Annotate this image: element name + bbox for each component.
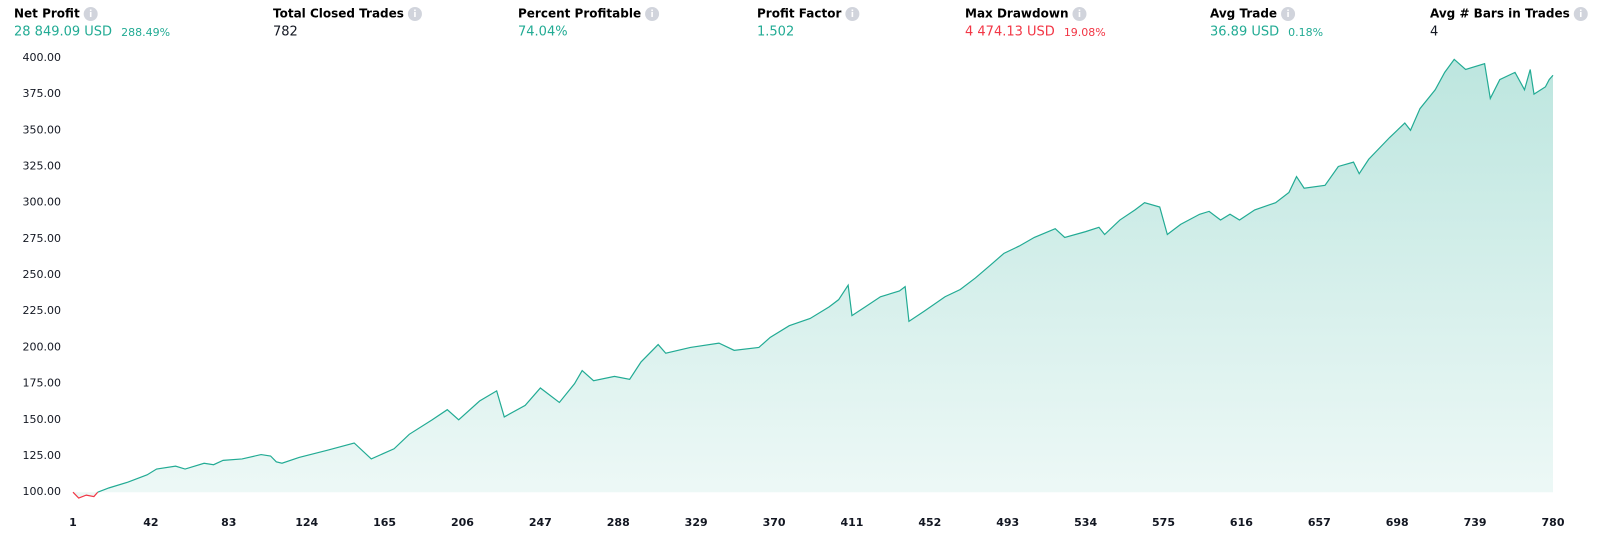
y-tick-label: 400.00 <box>23 51 62 64</box>
info-icon-glyph <box>851 12 854 17</box>
metrics-bar: Net Profit 28 849.09 USD 288.49% Total Clos… <box>14 7 1588 40</box>
metric-label: Net Profit <box>14 7 80 21</box>
x-tick-label: 288 <box>607 516 630 529</box>
info-icon[interactable] <box>845 7 860 21</box>
x-tick-label: 575 <box>1152 516 1175 529</box>
x-tick-label: 124 <box>295 516 318 529</box>
x-tick-label: 534 <box>1074 516 1097 529</box>
metric-label: Profit Factor <box>757 7 841 21</box>
metric-percent: 19.08% <box>1064 26 1106 39</box>
info-icon-glyph <box>651 12 653 17</box>
metric-value: 4 <box>1430 25 1438 40</box>
metric-value: 36.89 USD <box>1210 25 1279 40</box>
x-tick-label: 698 <box>1386 516 1409 529</box>
y-tick-label: 350.00 <box>23 123 62 136</box>
metric-label: Avg # Bars in Trades <box>1430 7 1570 21</box>
x-tick-label: 452 <box>918 516 941 529</box>
metric-label: Avg Trade <box>1210 7 1277 21</box>
x-tick-label: 493 <box>996 516 1019 529</box>
y-tick-label: 300.00 <box>23 196 62 209</box>
x-tick-label: 165 <box>373 516 396 529</box>
y-tick-label: 100.00 <box>23 485 62 498</box>
info-icon-glyph <box>89 12 92 17</box>
info-icon-dot <box>1579 9 1582 12</box>
metric-percent: 0.18% <box>1288 26 1323 39</box>
metric-value: 28 849.09 USD <box>14 25 112 40</box>
x-tick-label: 329 <box>685 516 708 529</box>
y-tick-label: 250.00 <box>23 268 62 281</box>
metric-value: 4 474.13 USD <box>965 25 1055 40</box>
metric-value: 782 <box>273 25 298 40</box>
info-icon[interactable] <box>1573 7 1588 21</box>
metric-label: Max Drawdown <box>965 7 1068 21</box>
y-tick-label: 375.00 <box>23 87 62 100</box>
metric-label: Percent Profitable <box>518 7 641 21</box>
y-tick-label: 200.00 <box>23 340 62 353</box>
y-tick-label: 325.00 <box>23 159 62 172</box>
info-icon-glyph <box>414 12 416 17</box>
x-tick-label: 1 <box>69 516 77 529</box>
info-icon-glyph <box>1579 12 1582 17</box>
info-icon-dot <box>1287 9 1289 12</box>
x-tick-label: 370 <box>763 516 786 529</box>
equity-line-negative <box>72 491 99 499</box>
y-tick-label: 275.00 <box>23 232 62 245</box>
x-tick-label: 657 <box>1308 516 1331 529</box>
x-tick-label: 206 <box>451 516 474 529</box>
x-tick-label: 780 <box>1542 516 1565 529</box>
equity-area <box>73 59 1553 498</box>
metric-value: 1.502 <box>757 25 794 40</box>
info-icon[interactable] <box>1072 7 1087 21</box>
x-tick-label: 411 <box>840 516 863 529</box>
info-icon-dot <box>851 9 854 12</box>
info-icon-dot <box>1078 9 1081 12</box>
x-tick-label: 739 <box>1464 516 1487 529</box>
equity-line <box>97 58 1554 493</box>
equity-chart: 100.00 125.00 150.00 175.00 200.00 225.00 250.… <box>23 51 1565 529</box>
info-icon[interactable] <box>83 7 98 21</box>
info-icon[interactable] <box>407 7 422 21</box>
info-icon-dot <box>651 9 653 12</box>
x-tick-label: 83 <box>221 516 236 529</box>
info-icon-glyph <box>1078 12 1081 17</box>
y-tick-label: 225.00 <box>23 304 62 317</box>
y-tick-label: 175.00 <box>23 377 62 390</box>
info-icon[interactable] <box>645 7 660 21</box>
x-tick-label: 616 <box>1230 516 1253 529</box>
metric-label: Total Closed Trades <box>273 7 404 21</box>
x-tick-label: 247 <box>529 516 552 529</box>
info-icon-dot <box>414 9 416 12</box>
y-tick-label: 125.00 <box>23 449 62 462</box>
info-icon-glyph <box>1287 12 1289 17</box>
x-tick-label: 42 <box>143 516 158 529</box>
metric-percent: 288.49% <box>121 26 170 39</box>
info-icon-dot <box>89 9 92 12</box>
info-icon[interactable] <box>1281 7 1296 21</box>
metric-value: 74.04% <box>518 25 568 40</box>
y-tick-label: 150.00 <box>23 413 62 426</box>
